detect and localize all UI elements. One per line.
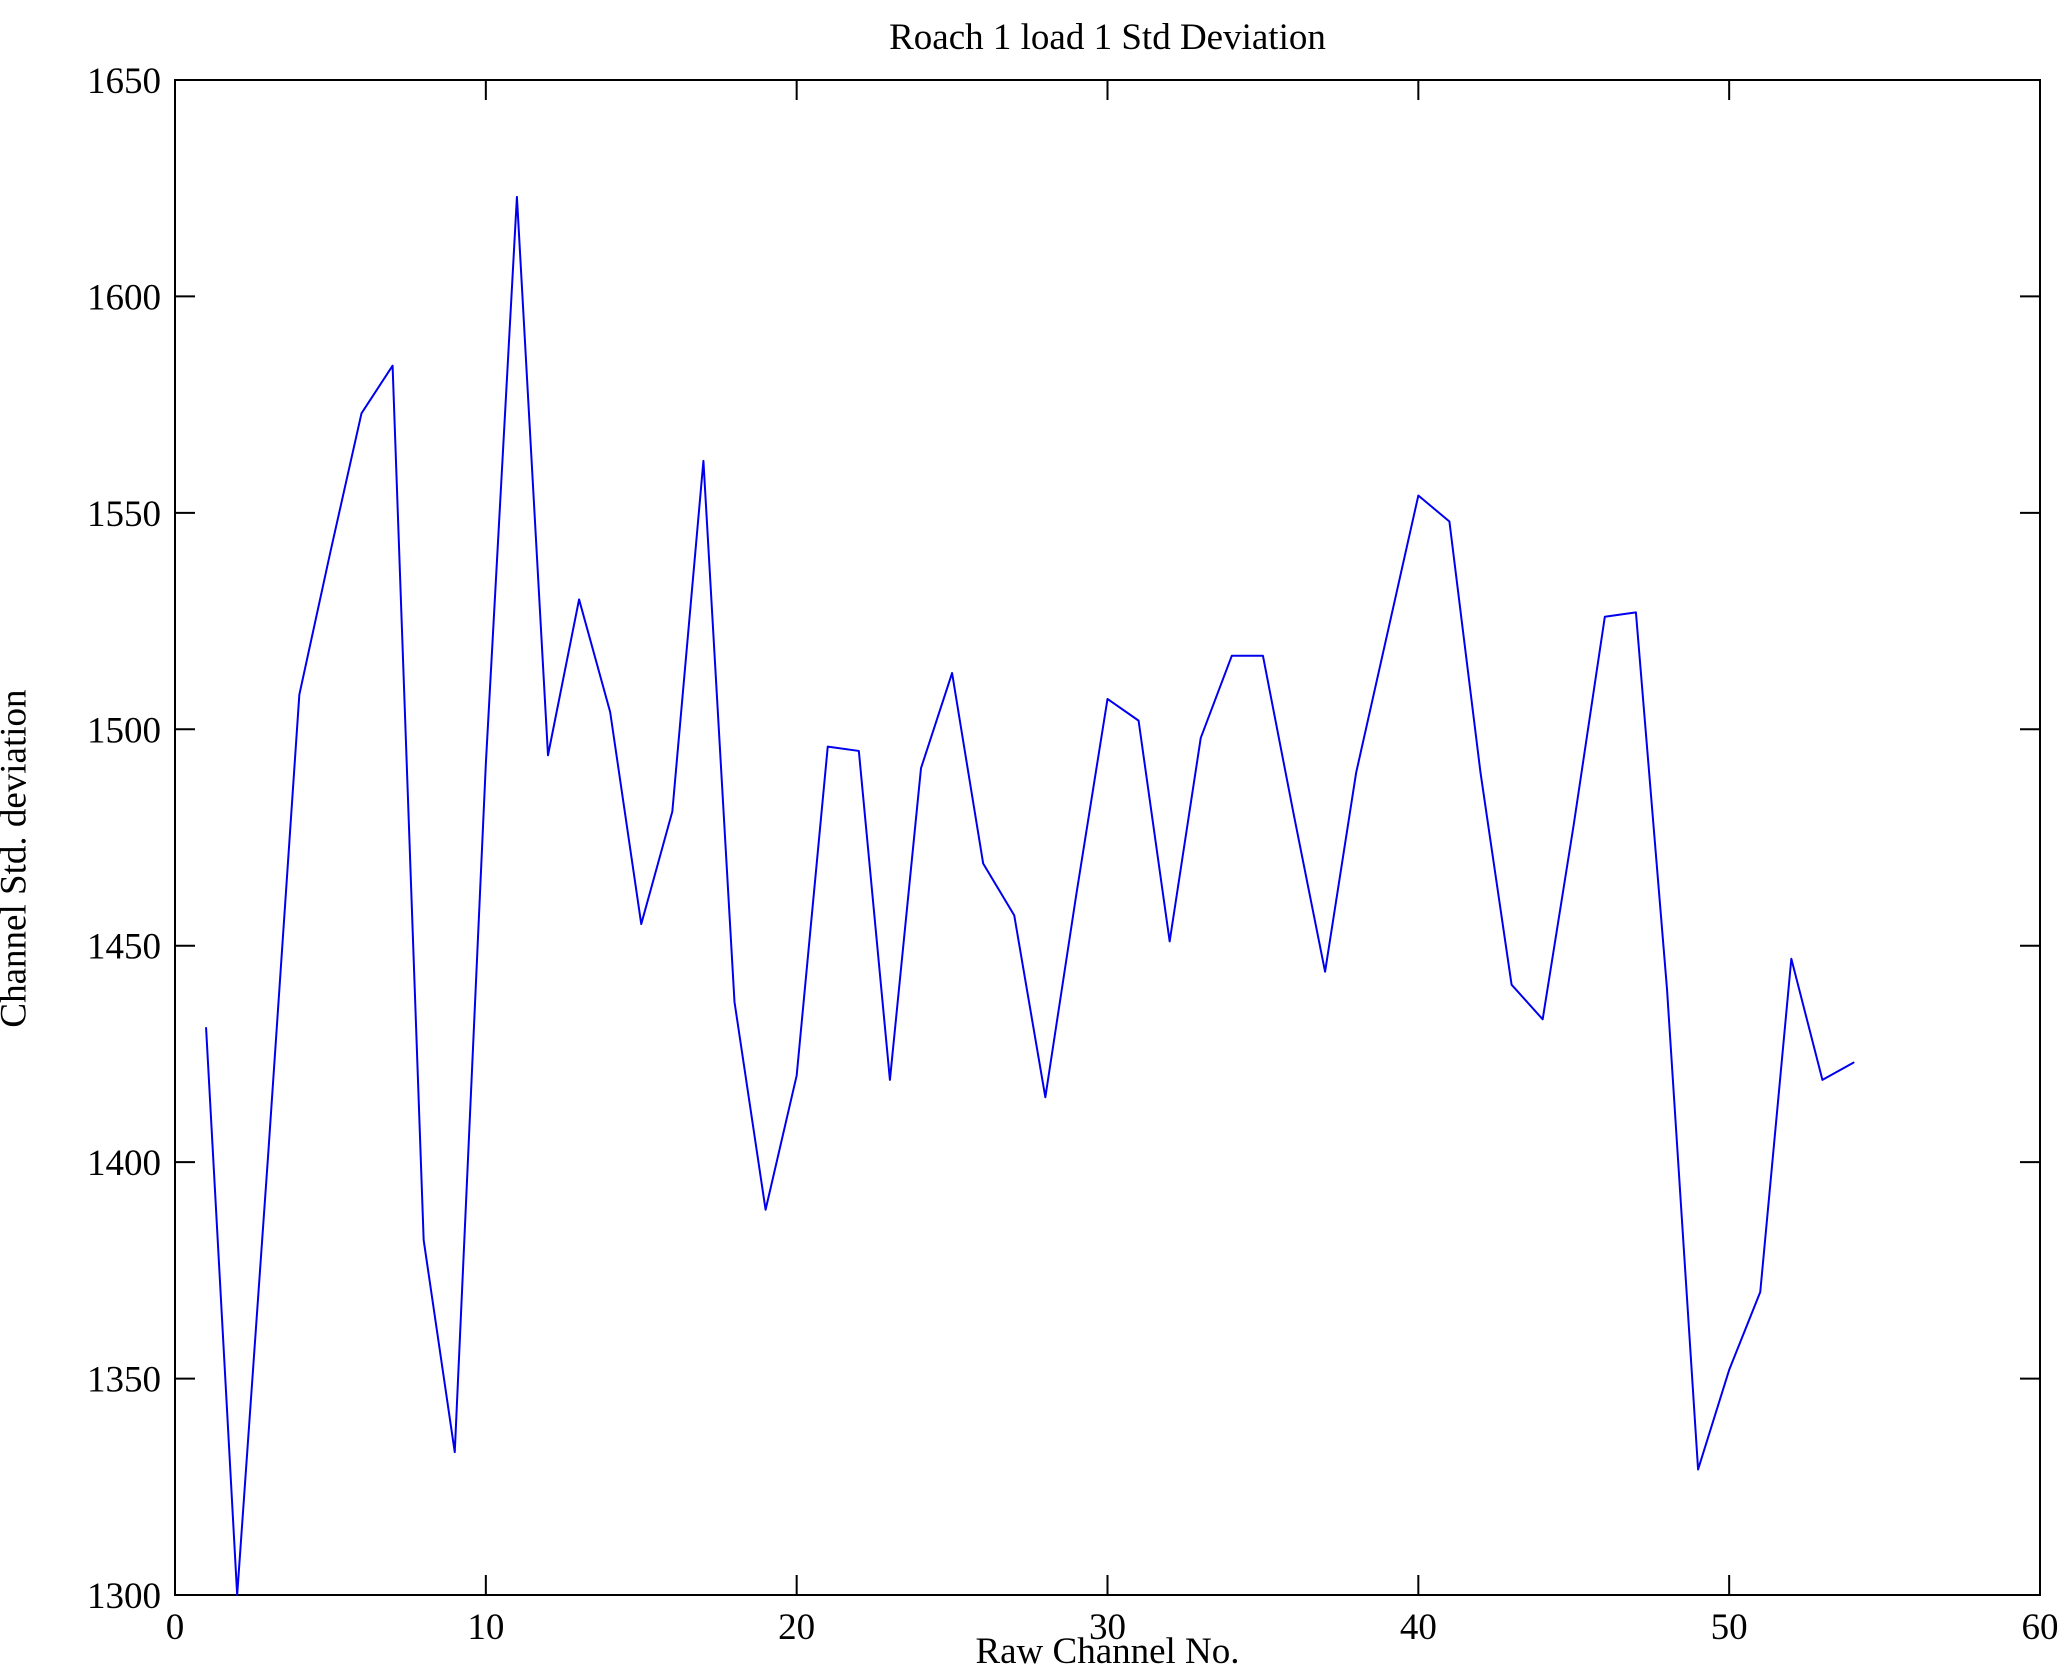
- axes-box: [174, 79, 2041, 1596]
- chart-title: Roach 1 load 1 Std Deviation: [889, 17, 1326, 58]
- y-tick-label: 1550: [87, 494, 161, 535]
- y-tick-label: 1450: [87, 927, 161, 968]
- x-tick-label: 50: [1711, 1607, 1748, 1648]
- x-tick-label: 60: [2022, 1607, 2059, 1648]
- y-axis-label: Channel Std. deviation: [0, 689, 35, 1028]
- y-tick-label: 1400: [87, 1143, 161, 1184]
- x-tick-label: 40: [1400, 1607, 1437, 1648]
- x-tick-label: 30: [1089, 1607, 1126, 1648]
- y-tick-label: 1650: [87, 61, 161, 102]
- y-tick-label: 1500: [87, 710, 161, 751]
- x-tick-label: 20: [778, 1607, 815, 1648]
- y-tick-label: 1350: [87, 1360, 161, 1401]
- x-tick-label: 0: [166, 1607, 185, 1648]
- y-tick-label: 1300: [87, 1576, 161, 1617]
- data-series-line: [205, 195, 1855, 1596]
- x-tick-label: 10: [467, 1607, 504, 1648]
- x-axis-label: Raw Channel No.: [975, 1631, 1240, 1671]
- y-tick-label: 1600: [87, 277, 161, 318]
